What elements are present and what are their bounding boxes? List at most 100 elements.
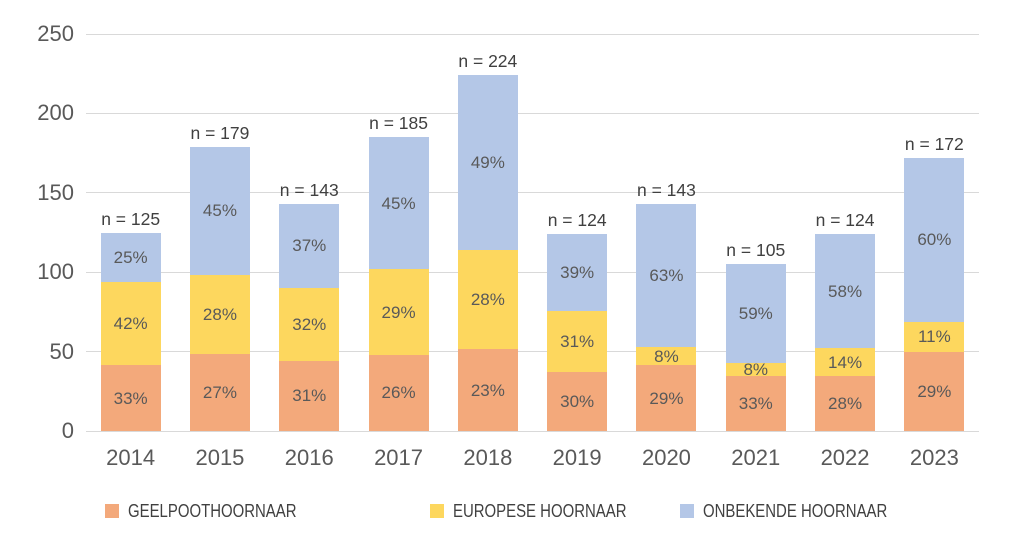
bar-segment: 28%	[815, 375, 876, 431]
gridline	[86, 192, 979, 194]
bar-segment: 31%	[547, 310, 608, 372]
segment-percent-label: 28%	[828, 393, 863, 413]
y-axis-tick-label: 150	[37, 179, 74, 205]
legend-item-geelpoothoornaar: GEELPOOTHOORNAAR	[105, 501, 331, 521]
x-axis-category-label: 2016	[284, 445, 334, 470]
segment-percent-label: 25%	[113, 247, 148, 267]
segment-percent-label: 60%	[917, 230, 952, 250]
bar-total-label: n = 124	[815, 210, 875, 231]
x-axis-category-label: 2017	[374, 445, 424, 470]
segment-percent-label: 28%	[202, 304, 237, 324]
x-axis-category-label: 2022	[820, 445, 870, 470]
segment-percent-label: 14%	[828, 352, 863, 372]
legend-swatch-geelpoothoornaar	[105, 504, 119, 518]
y-axis-tick-label: 0	[61, 418, 74, 443]
bar-segment: 8%	[636, 346, 697, 366]
x-axis-category-label: 2014	[106, 445, 156, 470]
bar-total-label: n = 179	[190, 122, 250, 143]
bar-segment: 39%	[547, 234, 608, 311]
gridline	[86, 351, 979, 353]
bar-total-label: n = 124	[547, 210, 607, 231]
segment-percent-label: 63%	[649, 265, 684, 285]
bar-total-label: n = 172	[904, 133, 964, 154]
segment-percent-label: 29%	[381, 302, 416, 322]
bar-segment: 33%	[725, 375, 786, 431]
bar-segment: 32%	[279, 287, 340, 361]
gridline	[86, 112, 979, 114]
bar-segment: 58%	[815, 234, 876, 349]
x-axis-line	[86, 430, 979, 432]
bar-segment: 49%	[457, 75, 518, 250]
bar-total-label: n = 143	[279, 179, 339, 200]
bar-segment: 59%	[725, 264, 786, 363]
bar-segment: 31%	[279, 360, 340, 431]
segment-percent-label: 32%	[292, 314, 327, 334]
bar-total-label: n = 185	[369, 113, 428, 134]
segment-percent-label: 42%	[113, 314, 148, 334]
y-axis-tick-label: 50	[49, 338, 74, 364]
bar-total-label: n = 224	[458, 51, 518, 72]
bar-segment: 63%	[636, 203, 697, 347]
bar-segment: 30%	[547, 371, 608, 431]
bar-segment: 25%	[100, 232, 161, 283]
segment-percent-label: 39%	[560, 262, 595, 282]
bar-segment: 37%	[279, 203, 340, 288]
bar-segment: 42%	[100, 282, 161, 366]
legend-item-onbekende-hoornaar: ONBEKENDE HOORNAAR	[680, 501, 925, 521]
bar-segment: 45%	[368, 137, 429, 270]
bar-segment: 26%	[368, 354, 429, 431]
gridline	[86, 33, 979, 35]
x-axis-category-label: 2020	[641, 445, 691, 470]
bar-total-label: n = 105	[726, 240, 786, 261]
segment-percent-label: 31%	[560, 331, 595, 351]
segment-percent-label: 31%	[292, 386, 327, 406]
bar-segment: 29%	[368, 269, 429, 355]
segment-percent-label: 28%	[470, 289, 505, 309]
segment-percent-label: 37%	[292, 236, 327, 256]
legend-swatch-onbekende-hoornaar	[680, 504, 694, 518]
x-axis-category-label: 2023	[909, 445, 959, 470]
segment-percent-label: 29%	[917, 381, 952, 401]
y-axis-tick-label: 200	[37, 100, 74, 126]
bar-total-label: n = 125	[101, 208, 161, 229]
segment-percent-label: 11%	[917, 327, 951, 347]
bar-segment: 27%	[189, 354, 250, 431]
y-axis-tick-label: 250	[37, 21, 74, 46]
legend-label-europese-hoornaar: EUROPESE HOORNAAR	[453, 500, 627, 521]
segment-percent-label: 8%	[743, 359, 769, 379]
segment-percent-label: 8%	[654, 346, 679, 366]
segment-percent-label: 49%	[470, 152, 505, 172]
segment-percent-label: 30%	[560, 391, 595, 411]
bar-segment: 28%	[457, 249, 518, 350]
x-axis-category-label: 2015	[195, 445, 245, 470]
bar-total-label: n = 143	[637, 179, 696, 200]
bar-segment: 14%	[815, 348, 876, 376]
x-axis-category-label: 2019	[552, 445, 602, 470]
bar-segment: 33%	[100, 365, 161, 431]
segment-percent-label: 45%	[202, 201, 237, 221]
segment-percent-label: 23%	[470, 380, 505, 400]
bar-segment: 28%	[189, 274, 250, 355]
y-axis-tick-label: 100	[37, 259, 74, 285]
bar-segment: 29%	[636, 365, 697, 431]
gridline	[86, 271, 979, 273]
segment-percent-label: 27%	[202, 383, 237, 403]
bar-segment: 11%	[904, 321, 965, 352]
segment-percent-label: 58%	[828, 281, 863, 301]
segment-percent-label: 59%	[738, 303, 773, 323]
segment-percent-label: 29%	[649, 388, 684, 408]
legend-swatch-europese-hoornaar	[430, 504, 444, 518]
x-axis-category-label: 2018	[463, 445, 513, 470]
x-axis-category-label: 2021	[731, 445, 781, 470]
segment-percent-label: 45%	[381, 193, 416, 213]
bar-segment: 60%	[904, 157, 965, 322]
bar-segment: 29%	[904, 351, 965, 431]
bar-segment: 45%	[189, 146, 250, 275]
segment-percent-label: 33%	[738, 393, 773, 413]
legend-item-europese-hoornaar: EUROPESE HOORNAAR	[430, 501, 662, 521]
legend-label-onbekende-hoornaar: ONBEKENDE HOORNAAR	[703, 500, 888, 521]
bar-segment: 23%	[457, 349, 518, 431]
legend-label-geelpoothoornaar: GEELPOOTHOORNAAR	[128, 500, 297, 521]
segment-percent-label: 26%	[381, 383, 416, 403]
bar-segment: 8%	[725, 359, 786, 379]
